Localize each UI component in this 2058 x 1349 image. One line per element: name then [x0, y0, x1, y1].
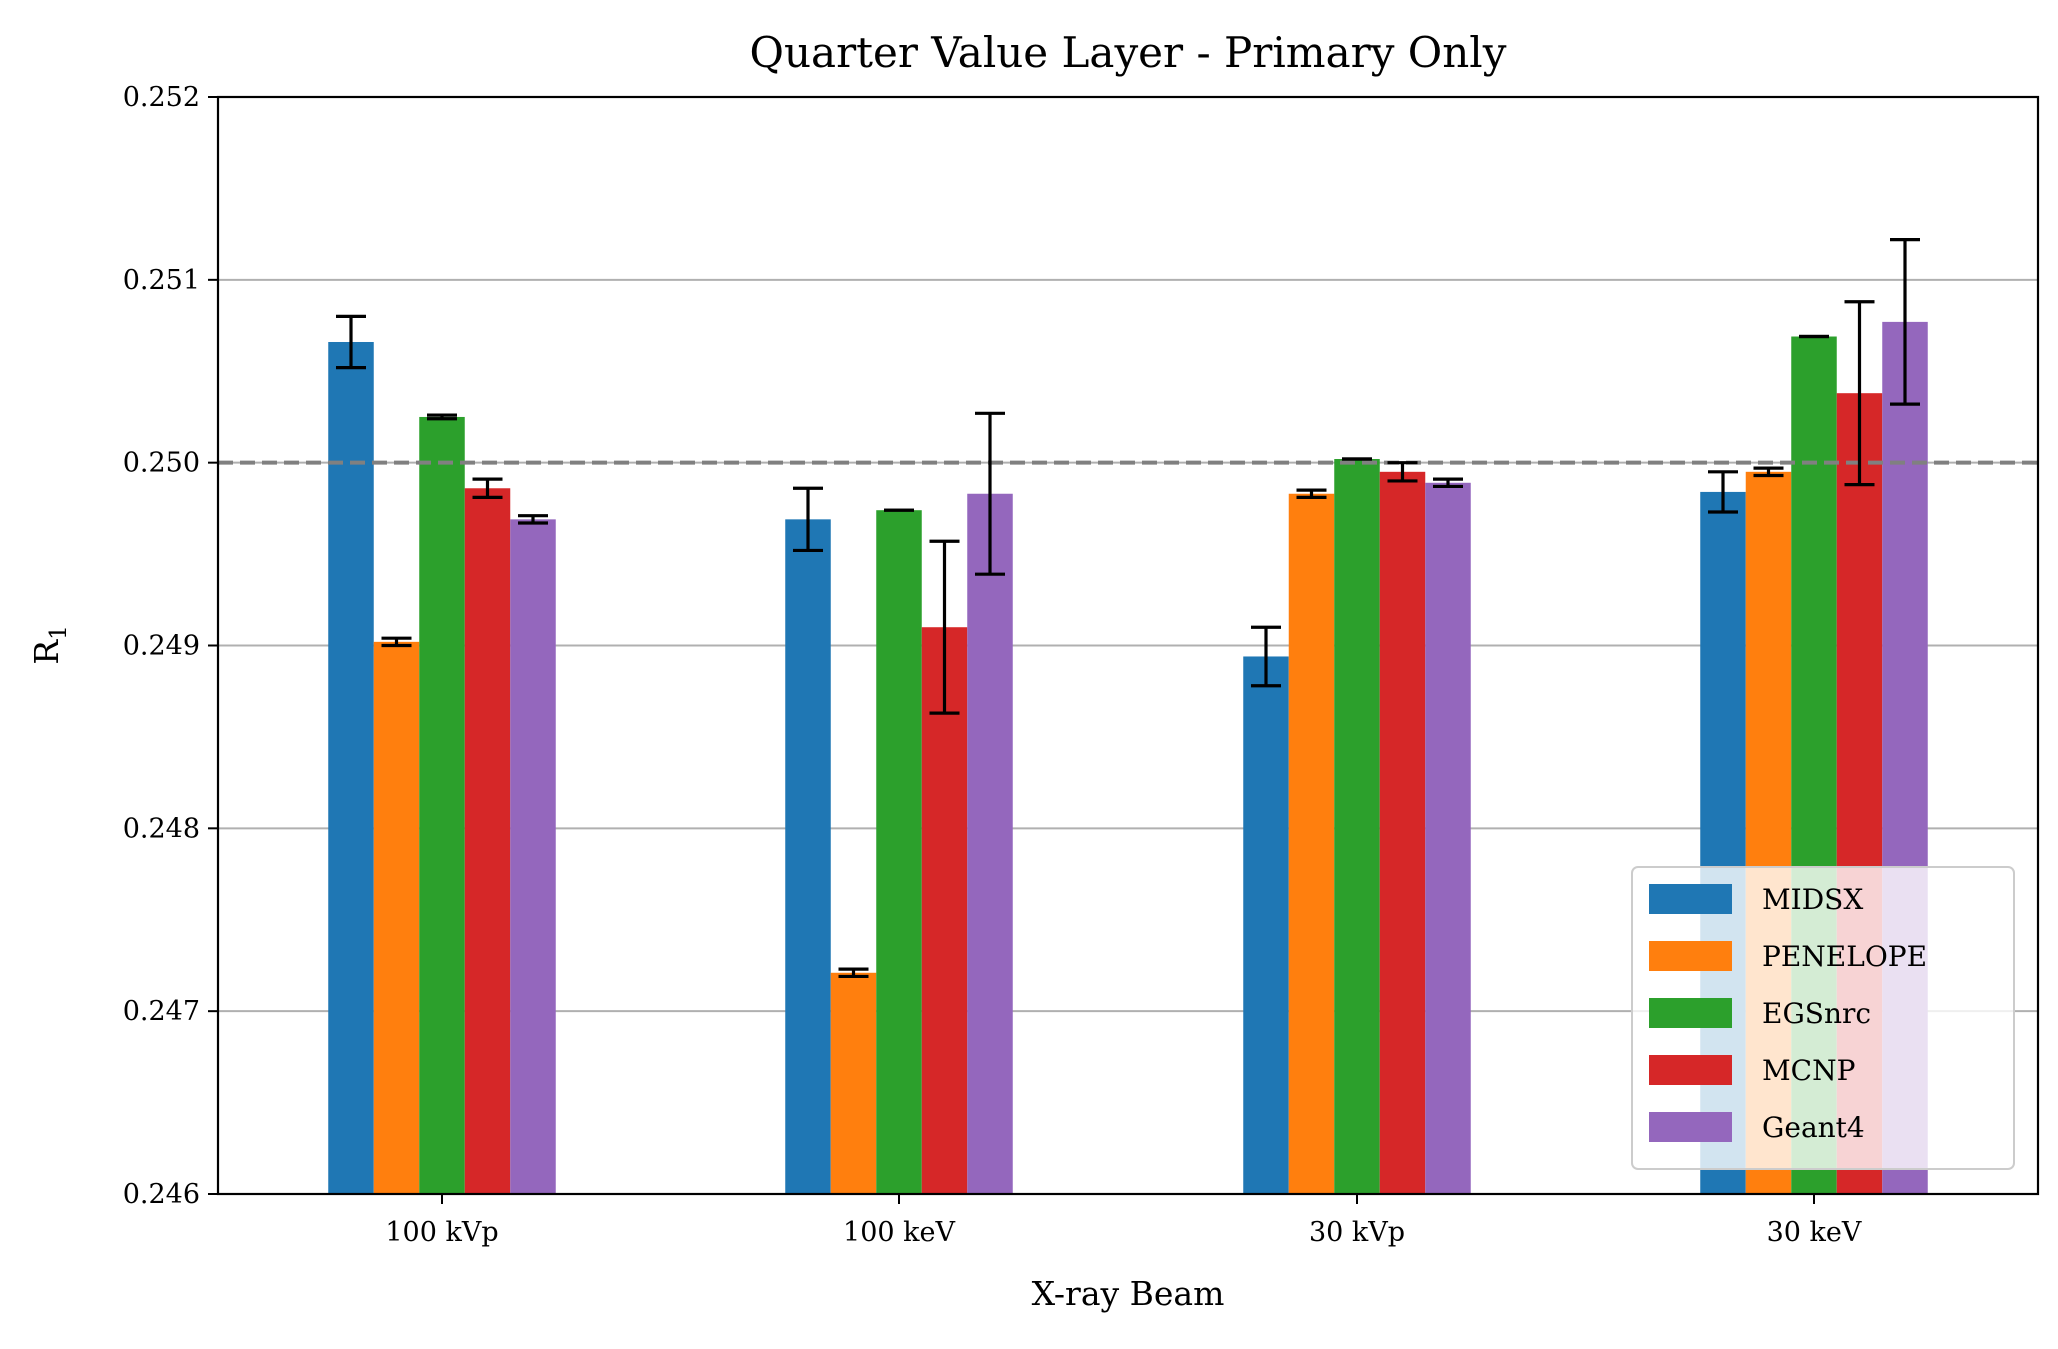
errorbar-midsx-2: [1251, 625, 1281, 688]
errorbar-midsx-0: [336, 314, 366, 370]
y-tick-label: 0.247: [123, 996, 200, 1027]
y-axis-label-subscript: 1: [46, 625, 72, 640]
errorbar-mcnp-2: [1387, 461, 1418, 483]
errorbar-penelope-2: [1296, 488, 1327, 500]
legend: MIDSX PENELOPE EGSnrc MCNP Geant4: [1631, 866, 2015, 1170]
legend-items: MIDSX PENELOPE EGSnrc MCNP Geant4: [1649, 883, 1927, 1144]
errorbar-midsx-3: [1708, 470, 1738, 514]
y-axis-label: R1: [27, 625, 72, 665]
errorbar-midsx-1: [793, 486, 823, 553]
errorbar-egsnrc-0: [427, 413, 457, 421]
legend-swatch: [1649, 1055, 1732, 1085]
bars-layer: [328, 321, 1928, 1195]
errorbar-penelope-0: [381, 636, 412, 648]
x-tick-label: 30 keV: [1767, 1217, 1862, 1248]
bar-midsx-2: [1243, 656, 1289, 1194]
y-tick-label: 0.249: [123, 631, 200, 662]
bar-penelope-0: [373, 641, 420, 1194]
legend-item-geant4: Geant4: [1649, 1111, 1865, 1144]
errorbar-penelope-3: [1753, 466, 1784, 478]
bar-geant4-0: [510, 519, 556, 1194]
bar-geant4-2: [1425, 482, 1471, 1194]
legend-label: EGSnrc: [1762, 997, 1871, 1030]
x-axis-label: X-ray Beam: [1032, 1274, 1225, 1313]
legend-item-mcnp: MCNP: [1649, 1054, 1855, 1087]
legend-swatch: [1649, 941, 1732, 971]
y-tick-label: 0.251: [123, 265, 200, 296]
errorbar-mcnp-3: [1844, 300, 1875, 487]
legend-label: MIDSX: [1762, 883, 1863, 916]
y-tick-label: 0.246: [123, 1179, 200, 1210]
x-tick-label: 100 kVp: [385, 1217, 498, 1248]
y-axis-label-base: R: [27, 639, 66, 665]
legend-label: Geant4: [1762, 1111, 1865, 1144]
errorbar-penelope-1: [838, 967, 869, 979]
x-tick-label: 30 kVp: [1309, 1217, 1405, 1248]
legend-swatch: [1649, 884, 1732, 914]
errorbar-geant4-1: [975, 411, 1005, 576]
legend-item-egsnrc: EGSnrc: [1649, 997, 1871, 1030]
bar-mcnp-0: [464, 488, 511, 1195]
y-tick-label: 0.250: [123, 448, 200, 479]
errorbar-mcnp-1: [929, 539, 960, 715]
legend-item-penelope: PENELOPE: [1649, 940, 1927, 973]
errorbar-geant4-0: [518, 514, 548, 525]
legend-swatch: [1649, 998, 1732, 1028]
errorbar-geant4-2: [1433, 477, 1463, 489]
y-tick-label: 0.252: [123, 82, 200, 113]
legend-label: MCNP: [1762, 1054, 1855, 1087]
x-tick-label: 100 keV: [843, 1217, 955, 1248]
y-tick-label: 0.248: [123, 813, 200, 844]
bar-penelope-1: [830, 972, 877, 1194]
ticks-layer: 0.246 0.247 0.248 0.249 0.250 0.251 0.252 100 k…: [123, 82, 1862, 1248]
bar-mcnp-2: [1379, 471, 1426, 1194]
legend-swatch: [1649, 1112, 1732, 1142]
bar-penelope-2: [1288, 493, 1335, 1195]
chart-title: Quarter Value Layer - Primary Only: [750, 28, 1507, 77]
legend-label: PENELOPE: [1762, 940, 1927, 973]
bar-midsx-0: [328, 341, 374, 1194]
bar-egsnrc-0: [419, 416, 465, 1194]
bar-egsnrc-1: [876, 510, 922, 1194]
bar-mcnp-1: [921, 627, 968, 1194]
bar-egsnrc-2: [1334, 459, 1380, 1194]
bar-geant4-1: [967, 493, 1013, 1195]
errorbar-geant4-3: [1890, 238, 1920, 406]
errorbar-layer: [336, 238, 1920, 979]
errorbar-mcnp-0: [472, 477, 503, 500]
legend-item-midsx: MIDSX: [1649, 883, 1863, 916]
bar-midsx-1: [785, 519, 831, 1194]
